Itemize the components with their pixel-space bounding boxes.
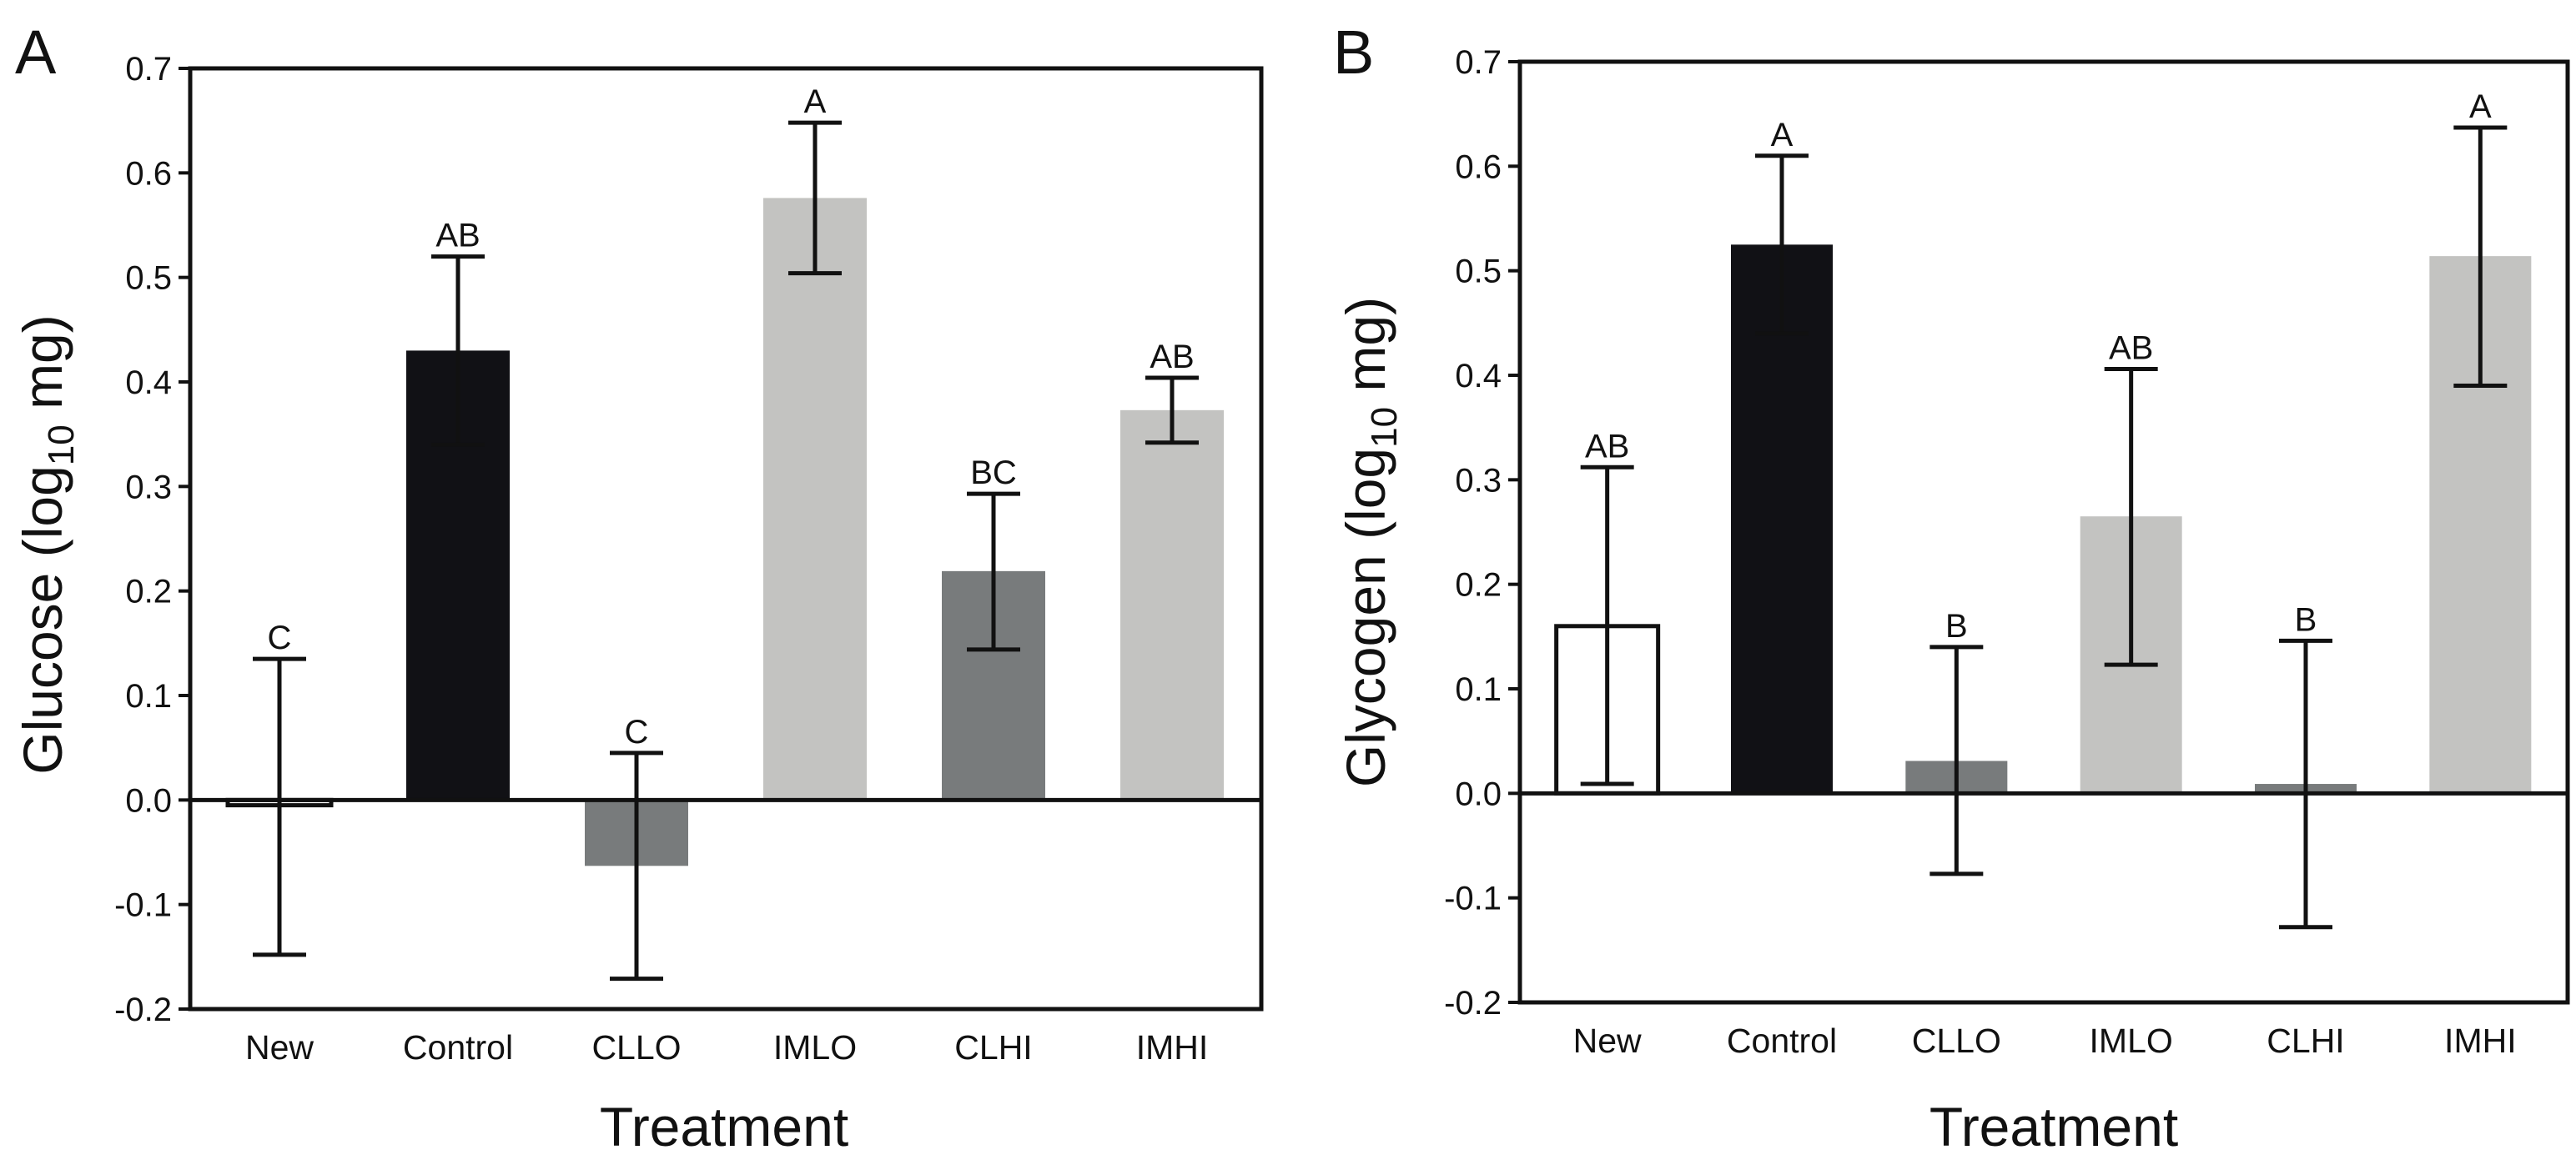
panel-a-y-axis-title-subscript: 10 bbox=[41, 424, 82, 465]
panel-a-bars bbox=[225, 198, 1224, 866]
panel-b-x-category-cllo: CLLO bbox=[1912, 1022, 2001, 1060]
panel-b-error-bar-cllo bbox=[1929, 645, 1984, 876]
panel-a-y-tick-label: -0.1 bbox=[114, 887, 172, 924]
panel-b-y-tick-label: 0.1 bbox=[1455, 671, 1502, 708]
panel-a-error-bar-imhi bbox=[1145, 375, 1199, 445]
panel-b-sig-label-cllo: B bbox=[1945, 608, 1968, 645]
panel-a-y-tick-label: 0.3 bbox=[125, 469, 172, 505]
panel-b-x-category-new: New bbox=[1573, 1022, 1642, 1060]
panel-a-sig-label-clhi: BC bbox=[970, 454, 1017, 491]
panel-b-y-axis-title: Glycogen (log10 mg) bbox=[1335, 297, 1405, 787]
panel-b-y-tick-label: 0.4 bbox=[1455, 358, 1502, 394]
panel-b-y-tick-label: 0.6 bbox=[1455, 148, 1502, 185]
panel-a-x-category-new: New bbox=[245, 1028, 314, 1067]
panel-a-y-axis-title-unit: mg) bbox=[12, 314, 73, 424]
panel-b-sig-label-clhi: B bbox=[2295, 601, 2317, 638]
panel-b-y-tick-label: 0.5 bbox=[1455, 254, 1502, 290]
panel-b-bars bbox=[1554, 244, 2532, 796]
panel-a-y-tick-label: 0.7 bbox=[125, 51, 172, 88]
panel-b-x-category-imhi: IMHI bbox=[2444, 1022, 2517, 1060]
panel-b-sig-label-imhi: A bbox=[2469, 88, 2492, 125]
panel-b-y-tick-label: 0.2 bbox=[1455, 567, 1502, 604]
panel-b-y-axis-title-subscript: 10 bbox=[1364, 407, 1405, 448]
panel-a-y-tick-label: 0.5 bbox=[125, 260, 172, 297]
panel-b-y-tick-label: 0.0 bbox=[1455, 776, 1502, 812]
panel-a-sig-label-cllo: C bbox=[625, 714, 649, 751]
panel-b-sig-label-new: AB bbox=[1585, 428, 1629, 464]
panel-b-x-axis-title: Treatment bbox=[1929, 1096, 2178, 1157]
panel-a-y-tick-label: 0.4 bbox=[125, 364, 172, 401]
panel-b-y-tick-label: -0.2 bbox=[1444, 985, 1502, 1022]
panel-a-error-bar-control bbox=[431, 254, 485, 447]
panel-a-sig-label-imhi: AB bbox=[1150, 339, 1194, 375]
panel-a-error-bar-clhi bbox=[967, 491, 1020, 652]
panel-b-error-bar-imhi bbox=[2453, 125, 2508, 389]
panel-b-y-axis-title-unit: mg) bbox=[1335, 297, 1396, 407]
panel-a-y-tick-label: 0.1 bbox=[125, 678, 172, 715]
panel-b-error-bar-control bbox=[1755, 153, 1809, 336]
panel-a-y-tick-label: 0.0 bbox=[125, 782, 172, 819]
panel-b-error-bars bbox=[1580, 125, 2508, 930]
panel-a-y-tick-label: -0.2 bbox=[114, 992, 172, 1028]
panel-a-x-category-cllo: CLLO bbox=[591, 1028, 681, 1067]
panel-a-x-category-clhi: CLHI bbox=[954, 1028, 1032, 1067]
panel-b-x-category-imlo: IMLO bbox=[2090, 1022, 2173, 1060]
panel-a-sig-label-control: AB bbox=[435, 218, 480, 254]
panel-b-sig-label-control: A bbox=[1771, 117, 1794, 153]
panel-b-y-tick-label: 0.7 bbox=[1455, 44, 1502, 81]
panel-b-sig-label-imlo: AB bbox=[2109, 329, 2153, 366]
panel-a-x-category-control: Control bbox=[403, 1028, 513, 1067]
panel-b-x-categories: New Control CLLO IMLO CLHI IMHI bbox=[1573, 1022, 2517, 1060]
panel-b-letter: B bbox=[1333, 18, 1374, 87]
panel-a-error-bar-cllo bbox=[610, 751, 663, 982]
panel-a-y-axis-title-main: Glucose (log bbox=[12, 465, 73, 775]
panel-b-y-axis-title-main: Glycogen (log bbox=[1335, 448, 1396, 787]
panel-a-error-bar-new bbox=[253, 656, 306, 957]
panel-b-plot-frame bbox=[1517, 59, 2570, 1005]
panel-a-x-axis-title: Treatment bbox=[600, 1096, 848, 1157]
panel-a-bar-imlo bbox=[763, 198, 867, 801]
panel-b-y-tick-label: 0.3 bbox=[1455, 462, 1502, 499]
panel-a-error-bars bbox=[253, 120, 1199, 982]
panel-a-y-tick-label: 0.2 bbox=[125, 574, 172, 610]
panel-a-x-category-imhi: IMHI bbox=[1136, 1028, 1209, 1067]
panel-b-y-tick-label: -0.1 bbox=[1444, 881, 1502, 917]
panel-a-x-categories: New Control CLLO IMLO CLHI IMHI bbox=[245, 1028, 1208, 1067]
panel-b-error-bar-clhi bbox=[2279, 638, 2332, 930]
panel-a-plot-frame bbox=[188, 66, 1264, 1012]
panel-b-x-category-clhi: CLHI bbox=[2267, 1022, 2344, 1060]
panel-a-sig-label-imlo: A bbox=[804, 83, 827, 120]
panel-b-bar-control bbox=[1731, 244, 1833, 794]
panel-b-error-bar-new bbox=[1580, 464, 1634, 786]
panel-a-y-axis-title: Glucose (log10 mg) bbox=[12, 314, 82, 774]
panel-a-letter: A bbox=[15, 18, 57, 87]
panel-a-y-tick-label: 0.6 bbox=[125, 155, 172, 192]
panel-a-x-category-imlo: IMLO bbox=[773, 1028, 857, 1067]
panel-b-y-ticks: -0.2 -0.1 0.0 0.1 0.2 0.3 0.4 0.5 0.6 0.7 bbox=[1444, 44, 1520, 1022]
panel-b-x-category-control: Control bbox=[1727, 1022, 1837, 1060]
panel-a-error-bar-imlo bbox=[788, 120, 842, 276]
panel-a-sig-label-new: C bbox=[268, 620, 292, 656]
panel-a-y-ticks: -0.2 -0.1 0.0 0.1 0.2 0.3 0.4 0.5 0.6 0.7 bbox=[114, 51, 190, 1028]
panel-b-error-bar-imlo bbox=[2104, 366, 2158, 667]
panel-a-bar-imhi bbox=[1120, 409, 1224, 801]
